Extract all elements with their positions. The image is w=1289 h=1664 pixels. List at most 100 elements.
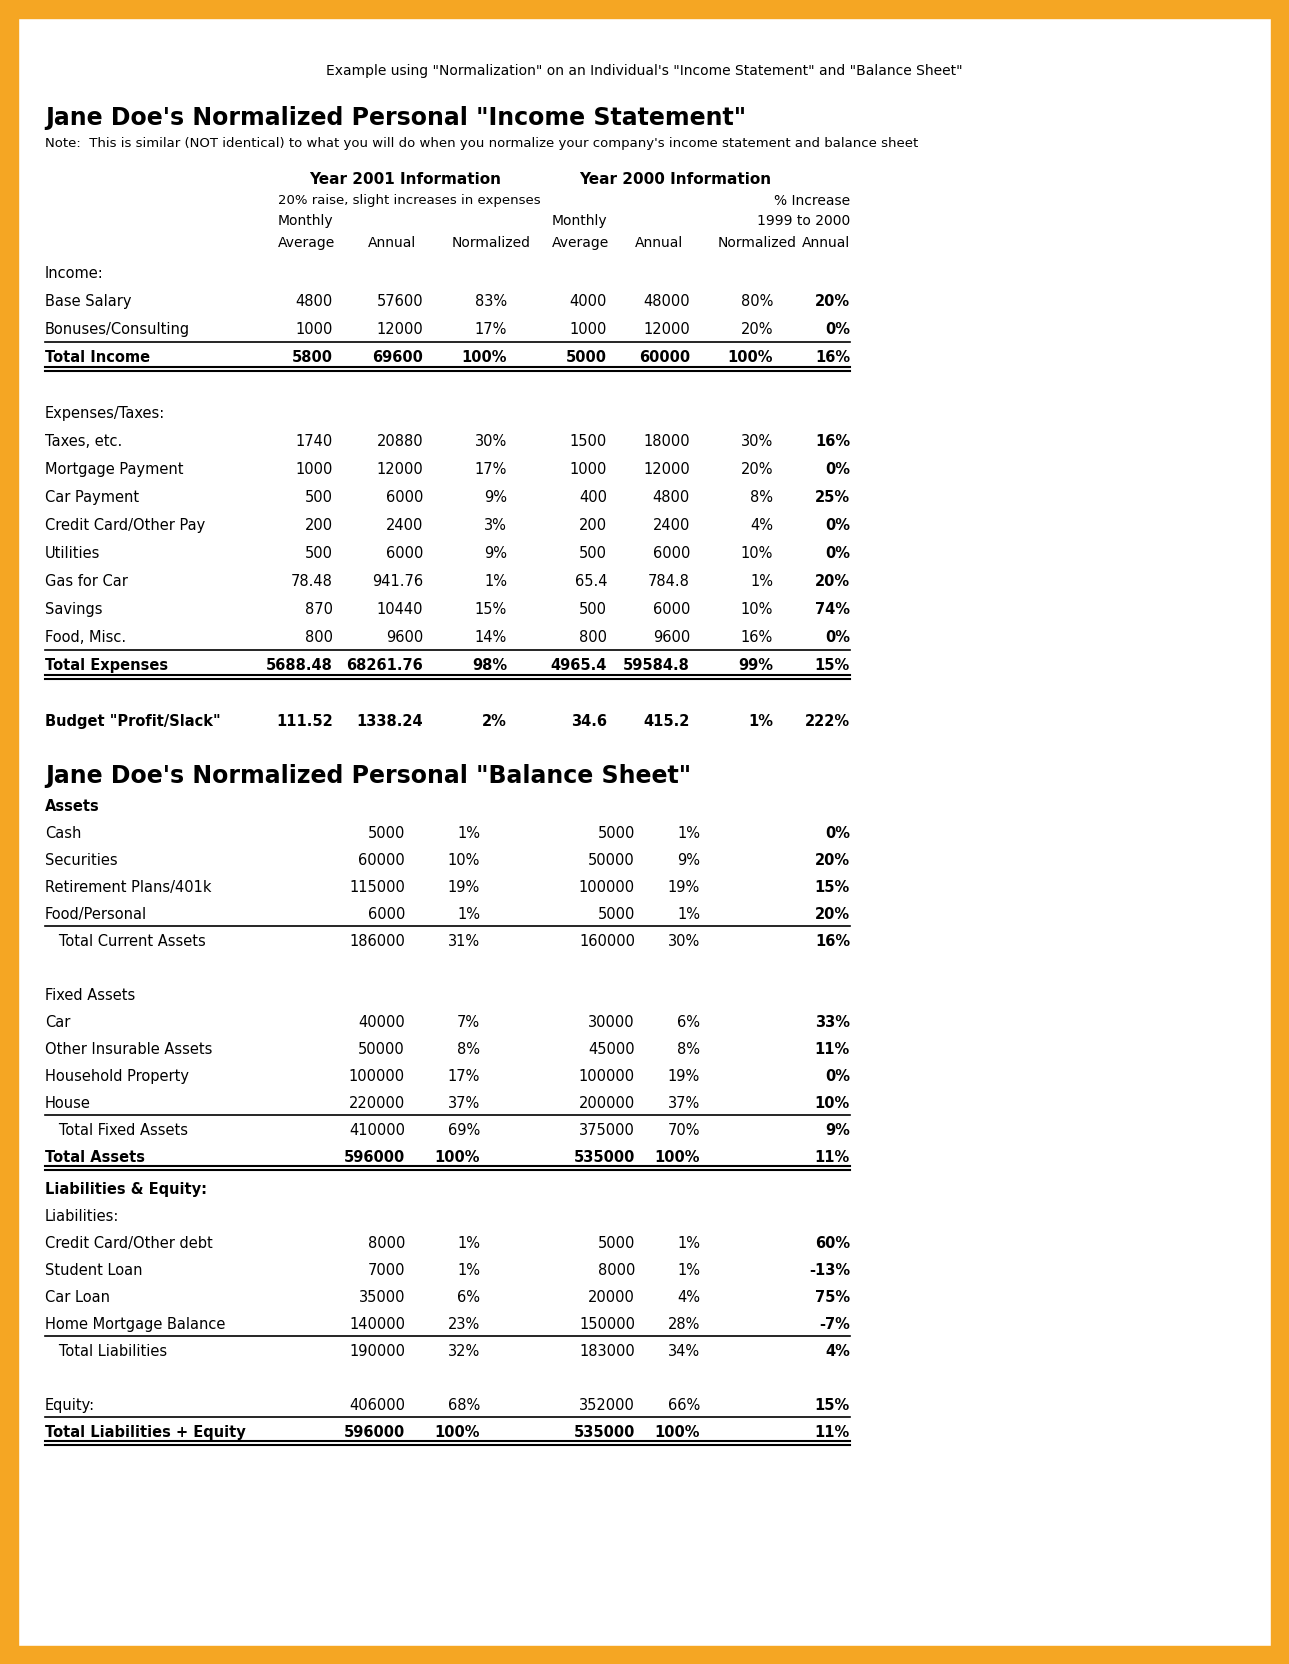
- Text: 17%: 17%: [474, 463, 507, 478]
- Text: 186000: 186000: [349, 934, 405, 948]
- Text: 0%: 0%: [825, 463, 849, 478]
- Text: 800: 800: [305, 631, 333, 646]
- Text: 190000: 190000: [349, 1345, 405, 1359]
- Text: 1%: 1%: [458, 1236, 480, 1251]
- Text: 5000: 5000: [598, 907, 635, 922]
- Text: 100000: 100000: [349, 1068, 405, 1083]
- Text: 1000: 1000: [295, 463, 333, 478]
- Text: 59584.8: 59584.8: [623, 657, 690, 672]
- Text: 60%: 60%: [815, 1236, 849, 1251]
- Text: 6000: 6000: [385, 489, 423, 504]
- Text: 35000: 35000: [358, 1290, 405, 1305]
- Text: 20%: 20%: [815, 295, 849, 310]
- Text: 5800: 5800: [293, 349, 333, 364]
- Text: 83%: 83%: [474, 295, 507, 310]
- Text: 0%: 0%: [825, 518, 849, 532]
- Text: 800: 800: [579, 631, 607, 646]
- Text: 222%: 222%: [804, 714, 849, 729]
- Text: 20%: 20%: [740, 463, 773, 478]
- Text: 1999 to 2000: 1999 to 2000: [757, 215, 849, 228]
- Text: Student Loan: Student Loan: [45, 1263, 143, 1278]
- Text: 1%: 1%: [750, 574, 773, 589]
- Text: Total Current Assets: Total Current Assets: [45, 934, 206, 948]
- Text: 10%: 10%: [741, 546, 773, 561]
- Text: 57600: 57600: [376, 295, 423, 310]
- Text: 69%: 69%: [447, 1123, 480, 1138]
- Text: 100%: 100%: [727, 349, 773, 364]
- Text: Note:  This is similar (NOT identical) to what you will do when you normalize yo: Note: This is similar (NOT identical) to…: [45, 136, 918, 150]
- Text: 37%: 37%: [668, 1097, 700, 1112]
- Text: -7%: -7%: [819, 1316, 849, 1331]
- Text: Example using "Normalization" on an Individual's "Income Statement" and "Balance: Example using "Normalization" on an Indi…: [326, 63, 963, 78]
- Text: 98%: 98%: [472, 657, 507, 672]
- Text: 5000: 5000: [598, 1236, 635, 1251]
- Text: Annual: Annual: [635, 236, 683, 250]
- Text: 23%: 23%: [447, 1316, 480, 1331]
- Text: 45000: 45000: [588, 1042, 635, 1057]
- Text: Base Salary: Base Salary: [45, 295, 131, 310]
- Text: Food/Personal: Food/Personal: [45, 907, 147, 922]
- Text: 19%: 19%: [668, 1068, 700, 1083]
- Text: 20000: 20000: [588, 1290, 635, 1305]
- Text: 34%: 34%: [668, 1345, 700, 1359]
- Text: Retirement Plans/401k: Retirement Plans/401k: [45, 880, 211, 895]
- Text: 6000: 6000: [367, 907, 405, 922]
- Text: 7%: 7%: [456, 1015, 480, 1030]
- Text: 4800: 4800: [295, 295, 333, 310]
- Text: 48000: 48000: [643, 295, 690, 310]
- Text: 220000: 220000: [349, 1097, 405, 1112]
- Bar: [0, 0, 18, 1664]
- Text: 352000: 352000: [579, 1398, 635, 1413]
- Text: 596000: 596000: [344, 1424, 405, 1439]
- Text: 80%: 80%: [741, 295, 773, 310]
- Text: Normalized: Normalized: [452, 236, 531, 250]
- Text: 10%: 10%: [815, 1097, 849, 1112]
- Text: 1%: 1%: [483, 574, 507, 589]
- Text: 535000: 535000: [574, 1424, 635, 1439]
- Text: 596000: 596000: [344, 1150, 405, 1165]
- Text: Equity:: Equity:: [45, 1398, 95, 1413]
- Text: Credit Card/Other Pay: Credit Card/Other Pay: [45, 518, 205, 532]
- Text: 1%: 1%: [748, 714, 773, 729]
- Bar: [0, 0, 1289, 18]
- Text: 20880: 20880: [376, 434, 423, 449]
- Text: Securities: Securities: [45, 854, 117, 869]
- Text: 11%: 11%: [815, 1042, 849, 1057]
- Text: Total Income: Total Income: [45, 349, 150, 364]
- Text: Jane Doe's Normalized Personal "Income Statement": Jane Doe's Normalized Personal "Income S…: [45, 106, 746, 130]
- Text: 6%: 6%: [458, 1290, 480, 1305]
- Text: 415.2: 415.2: [643, 714, 690, 729]
- Text: 16%: 16%: [815, 434, 849, 449]
- Text: 1500: 1500: [570, 434, 607, 449]
- Text: 2400: 2400: [385, 518, 423, 532]
- Text: 11%: 11%: [815, 1150, 849, 1165]
- Text: Total Expenses: Total Expenses: [45, 657, 168, 672]
- Text: Household Property: Household Property: [45, 1068, 189, 1083]
- Text: Annual: Annual: [802, 236, 849, 250]
- Text: 4965.4: 4965.4: [550, 657, 607, 672]
- Text: 1%: 1%: [458, 907, 480, 922]
- Text: 6000: 6000: [385, 546, 423, 561]
- Text: 66%: 66%: [668, 1398, 700, 1413]
- Text: 183000: 183000: [579, 1345, 635, 1359]
- Text: 2%: 2%: [482, 714, 507, 729]
- Text: 6000: 6000: [652, 546, 690, 561]
- Text: 941.76: 941.76: [371, 574, 423, 589]
- Text: 15%: 15%: [815, 880, 849, 895]
- Text: Year 2000 Information: Year 2000 Information: [579, 171, 771, 186]
- Text: 9600: 9600: [652, 631, 690, 646]
- Text: 65.4: 65.4: [575, 574, 607, 589]
- Text: 5000: 5000: [566, 349, 607, 364]
- Text: Gas for Car: Gas for Car: [45, 574, 128, 589]
- Text: 10440: 10440: [376, 602, 423, 617]
- Text: 1%: 1%: [677, 825, 700, 840]
- Text: 115000: 115000: [349, 880, 405, 895]
- Text: 99%: 99%: [739, 657, 773, 672]
- Text: 12000: 12000: [643, 323, 690, 338]
- Text: 0%: 0%: [825, 546, 849, 561]
- Text: 15%: 15%: [474, 602, 507, 617]
- Text: 20%: 20%: [815, 574, 849, 589]
- Text: 100%: 100%: [434, 1424, 480, 1439]
- Text: 30%: 30%: [668, 934, 700, 948]
- Text: 8%: 8%: [677, 1042, 700, 1057]
